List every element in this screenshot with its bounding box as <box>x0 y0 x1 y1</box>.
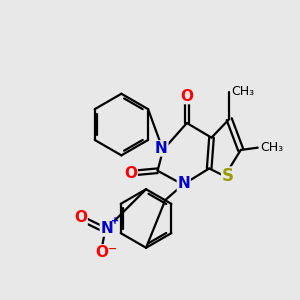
Text: N: N <box>100 221 113 236</box>
Text: N: N <box>155 141 168 156</box>
Text: −: − <box>108 244 117 254</box>
Text: +: + <box>111 216 119 226</box>
Text: O: O <box>95 245 108 260</box>
Text: CH₃: CH₃ <box>232 85 255 98</box>
Text: O: O <box>180 88 194 104</box>
Text: O: O <box>124 166 137 181</box>
Text: O: O <box>74 210 87 225</box>
Text: N: N <box>177 176 190 191</box>
Text: CH₃: CH₃ <box>260 141 283 154</box>
Text: S: S <box>222 167 234 185</box>
